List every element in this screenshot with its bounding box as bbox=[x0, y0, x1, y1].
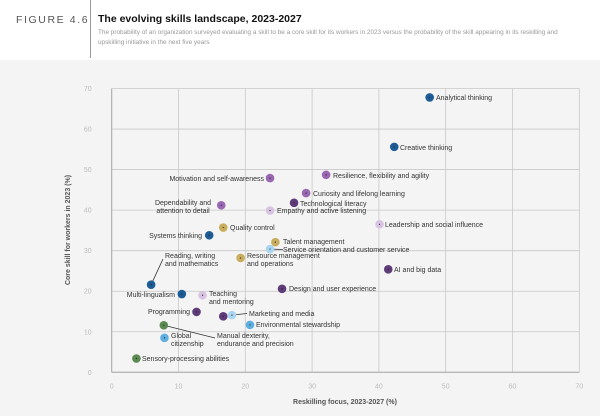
data-point-center bbox=[281, 288, 283, 290]
data-point-center bbox=[249, 324, 251, 326]
point-label: Analytical thinking bbox=[436, 95, 492, 102]
chart-title: The evolving skills landscape, 2023-2027 bbox=[98, 13, 302, 25]
data-point-center bbox=[163, 337, 166, 339]
grid bbox=[111, 88, 580, 373]
point-label: Sensory-processing abilities bbox=[142, 356, 230, 363]
leader-line bbox=[150, 258, 164, 285]
point-labels: Analytical thinking Creative thinking Resi… bbox=[127, 95, 492, 363]
figure-header: FIGURE 4.6 The evolving skills landscape… bbox=[0, 0, 600, 58]
header-divider bbox=[90, 0, 91, 58]
point-label: Global citizenship bbox=[171, 333, 204, 348]
point-label: Talent management bbox=[283, 239, 345, 246]
point-label: Curiosity and lifelong learning bbox=[313, 191, 405, 198]
point-label: Empathy and active listening bbox=[277, 208, 366, 215]
x-tick-label: 60 bbox=[509, 383, 517, 390]
point-label: Creative thinking bbox=[400, 145, 452, 152]
data-point-center bbox=[201, 294, 204, 296]
y-tick-label: 30 bbox=[84, 248, 92, 255]
data-point-center bbox=[429, 96, 431, 99]
x-tick-label: 10 bbox=[175, 383, 183, 390]
chart-background bbox=[0, 60, 600, 416]
data-point-center bbox=[220, 204, 222, 206]
data-point-center bbox=[387, 268, 389, 270]
data-point-center bbox=[378, 223, 381, 225]
x-axis-title: Reskilling focus, 2023-2027 (%) bbox=[293, 399, 397, 406]
data-point-center bbox=[195, 311, 198, 313]
point-label: Quality control bbox=[230, 225, 275, 232]
data-point-center bbox=[269, 177, 271, 179]
data-point-center bbox=[181, 293, 183, 295]
leader-line bbox=[163, 324, 216, 339]
x-tick-label: 30 bbox=[308, 383, 316, 390]
data-point-center bbox=[269, 209, 271, 212]
point-label: Multi-lingualism bbox=[127, 292, 175, 299]
point-label: Resource management and operations bbox=[247, 253, 320, 268]
y-tick-label: 0 bbox=[88, 370, 92, 377]
point-label: Resilience, flexibility and agility bbox=[333, 173, 430, 180]
data-point-center bbox=[393, 146, 395, 148]
y-axis-title: Core skill for workers in 2023 (%) bbox=[65, 175, 72, 285]
data-point-center bbox=[163, 324, 165, 326]
data-point-center bbox=[240, 257, 242, 259]
y-tick-label: 70 bbox=[84, 86, 92, 93]
x-tick-label: 0 bbox=[110, 383, 114, 390]
point-label: Programming bbox=[148, 309, 190, 316]
y-tick-label: 40 bbox=[84, 208, 92, 215]
point-label: Technological literacy bbox=[300, 201, 367, 208]
tick-labels: 0 10 20 30 40 50 60 70 0 10 20 30 40 50 60 70 bbox=[84, 86, 583, 390]
data-point-center bbox=[274, 241, 276, 243]
point-label: Reading, writing and mathematics bbox=[165, 253, 219, 268]
data-point-center bbox=[305, 192, 307, 194]
x-tick-label: 70 bbox=[575, 383, 583, 390]
data-point-center bbox=[222, 315, 224, 317]
data-point-center bbox=[293, 202, 295, 204]
data-point-center bbox=[222, 226, 224, 229]
point-label: Systems thinking bbox=[149, 233, 202, 240]
point-label: Marketing and media bbox=[249, 311, 314, 318]
point-label: Motivation and self-awareness bbox=[169, 176, 264, 183]
data-point-center bbox=[231, 314, 233, 316]
data-points bbox=[132, 93, 434, 363]
data-point-center bbox=[269, 248, 271, 250]
x-tick-label: 20 bbox=[241, 383, 249, 390]
figure-label: FIGURE 4.6 bbox=[16, 14, 90, 26]
point-label: Design and user experience bbox=[289, 286, 376, 293]
y-tick-label: 10 bbox=[84, 329, 92, 336]
y-tick-label: 60 bbox=[84, 127, 92, 134]
point-label: Dependability and attention to detail bbox=[155, 200, 211, 215]
y-tick-label: 20 bbox=[84, 289, 92, 296]
point-label: Service orientation and customer service bbox=[283, 247, 410, 254]
point-label: Environmental stewardship bbox=[256, 322, 340, 329]
data-point-center bbox=[325, 174, 327, 176]
point-label: Manual dexterity, endurance and precision bbox=[217, 333, 294, 348]
chart-subtitle: The probability of an organization surve… bbox=[98, 29, 558, 46]
data-point-center bbox=[150, 284, 152, 286]
point-label: Leadership and social influence bbox=[385, 222, 483, 229]
data-point-center bbox=[135, 357, 138, 360]
x-tick-label: 40 bbox=[375, 383, 383, 390]
data-point-center bbox=[208, 234, 210, 236]
x-tick-label: 50 bbox=[442, 383, 450, 390]
y-tick-label: 50 bbox=[84, 167, 92, 174]
leader-lines bbox=[150, 248, 284, 339]
point-label: Teaching and mentoring bbox=[209, 291, 254, 306]
point-label: AI and big data bbox=[394, 267, 441, 274]
